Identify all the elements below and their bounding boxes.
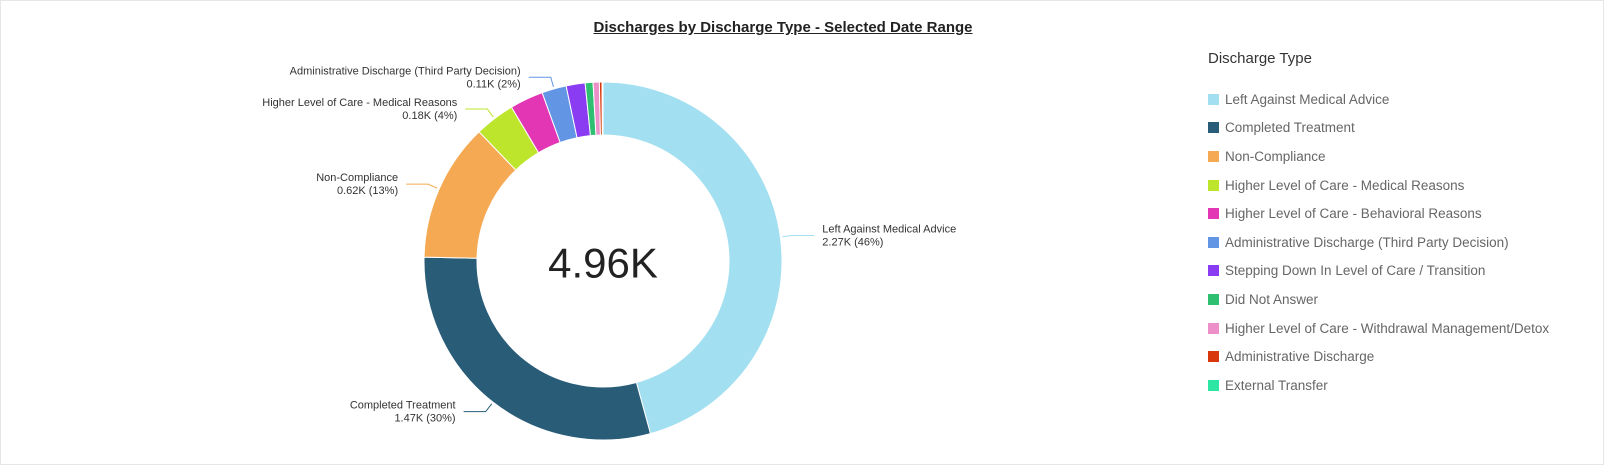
callout-line [528, 76, 554, 88]
legend-item-higher-level-of-care-medical-reasons[interactable]: Higher Level of Care - Medical Reasons [1208, 171, 1600, 200]
legend-label: Higher Level of Care - Behavioral Reason… [1225, 206, 1482, 222]
legend: Discharge Type Left Against Medical Advi… [1208, 50, 1600, 400]
legend-label: Administrative Discharge [1225, 349, 1375, 365]
legend-swatch [1208, 208, 1219, 220]
slice-left-against-medical-advice[interactable] [602, 81, 783, 435]
callout-line [465, 108, 494, 118]
callout-name: Non-Compliance [316, 172, 398, 184]
legend-item-left-against-medical-advice[interactable]: Left Against Medical Advice [1208, 85, 1600, 114]
legend-item-external-transfer[interactable]: External Transfer [1208, 371, 1600, 400]
legend-item-completed-treatment[interactable]: Completed Treatment [1208, 114, 1600, 143]
slice-external-transfer[interactable] [601, 81, 604, 136]
legend-swatch [1208, 351, 1219, 363]
legend-label: Higher Level of Care - Medical Reasons [1225, 177, 1465, 193]
legend-label: Stepping Down In Level of Care / Transit… [1225, 263, 1486, 279]
legend-item-higher-level-of-care-withdrawal-management-detox[interactable]: Higher Level of Care - Withdrawal Manage… [1208, 314, 1600, 343]
callout-name: Left Against Medical Advice [822, 223, 956, 235]
legend-item-did-not-answer[interactable]: Did Not Answer [1208, 285, 1600, 314]
legend-swatch [1208, 122, 1219, 134]
legend-item-higher-level-of-care-behavioral-reasons[interactable]: Higher Level of Care - Behavioral Reason… [1208, 199, 1600, 228]
callout-value: 2.27K (46%) [822, 236, 883, 248]
callout-line [782, 234, 815, 238]
callout-value: 0.18K (4%) [402, 110, 457, 122]
legend-swatch [1208, 179, 1219, 191]
legend-item-administrative-discharge-third-party-decision[interactable]: Administrative Discharge (Third Party De… [1208, 228, 1600, 257]
legend-item-administrative-discharge[interactable]: Administrative Discharge [1208, 342, 1600, 371]
callout-line [463, 403, 493, 413]
legend-label: Did Not Answer [1225, 291, 1319, 307]
legend-label: Completed Treatment [1225, 120, 1355, 136]
callout-value: 0.11K (2%) [467, 78, 521, 90]
legend-swatch [1208, 150, 1219, 162]
legend-swatch [1208, 293, 1219, 305]
legend-swatch [1208, 322, 1219, 334]
callout-line [406, 183, 438, 189]
legend-label: Left Against Medical Advice [1225, 91, 1390, 107]
legend-item-stepping-down-in-level-of-care-transition[interactable]: Stepping Down In Level of Care / Transit… [1208, 257, 1600, 286]
callout-name: Administrative Discharge (Third Party De… [290, 65, 521, 77]
total-value: 4.96K [548, 240, 658, 287]
legend-swatch [1208, 236, 1219, 248]
callout-name: Completed Treatment [350, 400, 456, 412]
legend-label: Administrative Discharge (Third Party De… [1225, 234, 1509, 250]
legend-items: Left Against Medical Advice Completed Tre… [1208, 85, 1600, 400]
legend-item-non-compliance[interactable]: Non-Compliance [1208, 142, 1600, 171]
legend-title: Discharge Type [1208, 50, 1312, 67]
legend-label: External Transfer [1225, 377, 1328, 393]
chart-title: Discharges by Discharge Type - Selected … [593, 19, 973, 36]
legend-label: Non-Compliance [1225, 148, 1326, 164]
legend-label: Higher Level of Care - Withdrawal Manage… [1225, 320, 1550, 336]
callout-value: 1.47K (30%) [394, 413, 455, 425]
donut-slices [423, 81, 783, 441]
legend-swatch [1208, 379, 1219, 391]
legend-swatch [1208, 93, 1219, 105]
legend-swatch [1208, 265, 1219, 277]
callout-name: Higher Level of Care - Medical Reasons [262, 97, 458, 109]
callout-value: 0.62K (13%) [337, 185, 398, 197]
